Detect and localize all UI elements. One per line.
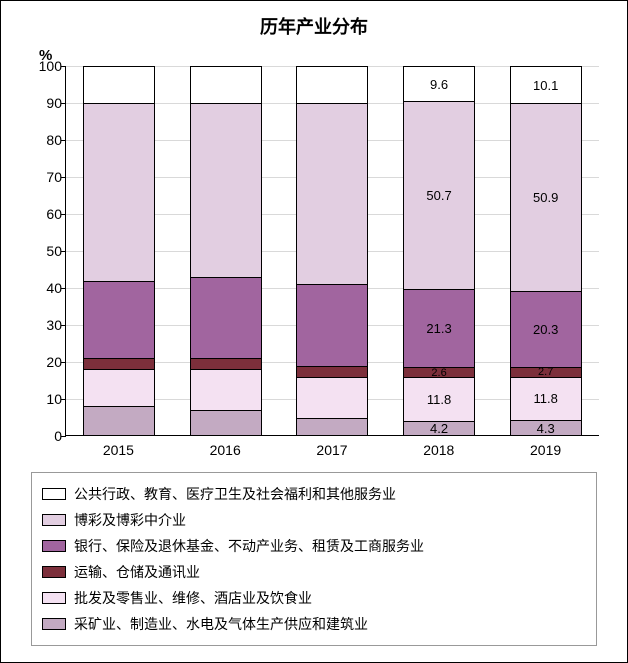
x-tick-label: 2018 xyxy=(403,442,475,458)
seg-transport xyxy=(83,358,155,369)
legend-swatch xyxy=(42,618,66,630)
seg-mining: 4.2 xyxy=(403,421,475,437)
y-tick-label: 0 xyxy=(32,428,62,444)
seg-transport: 2.7 xyxy=(510,367,582,377)
seg-public xyxy=(296,66,368,103)
legend-swatch xyxy=(42,514,66,526)
seg-mining xyxy=(83,406,155,436)
seg-wholesale xyxy=(296,377,368,418)
bar-2015 xyxy=(83,66,155,436)
seg-gaming xyxy=(190,103,262,277)
y-tick-label: 50 xyxy=(32,243,62,259)
legend-label: 批发及零售业、维修、酒店业及饮食业 xyxy=(74,588,312,608)
bar-2018: 4.211.82.621.350.79.6 xyxy=(403,66,475,436)
seg-wholesale xyxy=(190,369,262,410)
y-tick-label: 100 xyxy=(32,58,62,74)
y-tick-label: 20 xyxy=(32,354,62,370)
seg-mining: 4.3 xyxy=(510,420,582,436)
legend-item-public: 公共行政、教育、医疗卫生及社会福利和其他服务业 xyxy=(42,481,586,507)
legend-label: 博彩及博彩中介业 xyxy=(74,510,186,530)
seg-wholesale xyxy=(83,369,155,406)
seg-public: 10.1 xyxy=(510,66,582,103)
legend-label: 采矿业、制造业、水电及气体生产供应和建筑业 xyxy=(74,614,368,634)
legend: 公共行政、教育、医疗卫生及社会福利和其他服务业博彩及博彩中介业银行、保险及退休基… xyxy=(31,472,597,646)
seg-finance xyxy=(190,277,262,358)
seg-gaming: 50.9 xyxy=(510,103,582,291)
bar-2017 xyxy=(296,66,368,436)
seg-mining xyxy=(190,410,262,436)
seg-public: 9.6 xyxy=(403,66,475,101)
y-tick-label: 40 xyxy=(32,280,62,296)
y-tick-label: 90 xyxy=(32,95,62,111)
chart-container: 历年产业分布 % 01020304050607080901004.211.82.… xyxy=(0,0,628,663)
y-axis-label: % xyxy=(39,47,609,64)
seg-public xyxy=(190,66,262,103)
seg-wholesale: 11.8 xyxy=(403,377,475,421)
y-tick-label: 80 xyxy=(32,132,62,148)
seg-gaming: 50.7 xyxy=(403,101,475,288)
seg-finance: 21.3 xyxy=(403,289,475,368)
legend-item-gaming: 博彩及博彩中介业 xyxy=(42,507,586,533)
seg-wholesale: 11.8 xyxy=(510,377,582,421)
y-tick-label: 30 xyxy=(32,317,62,333)
bar-2019: 4.311.82.720.350.910.1 xyxy=(510,66,582,436)
seg-transport xyxy=(190,358,262,369)
x-tick-label: 2015 xyxy=(82,442,154,458)
seg-finance: 20.3 xyxy=(510,291,582,366)
seg-gaming xyxy=(296,103,368,284)
seg-public xyxy=(83,66,155,103)
y-tick-label: 70 xyxy=(32,169,62,185)
seg-gaming xyxy=(83,103,155,281)
x-tick-label: 2017 xyxy=(296,442,368,458)
x-tick-label: 2016 xyxy=(189,442,261,458)
x-tick-label: 2019 xyxy=(510,442,582,458)
legend-swatch xyxy=(42,566,66,578)
y-tick-label: 10 xyxy=(32,391,62,407)
y-tick-label: 60 xyxy=(32,206,62,222)
legend-item-wholesale: 批发及零售业、维修、酒店业及饮食业 xyxy=(42,585,586,611)
legend-item-transport: 运输、仓储及通讯业 xyxy=(42,559,586,585)
legend-swatch xyxy=(42,540,66,552)
seg-transport: 2.6 xyxy=(403,367,475,377)
legend-swatch xyxy=(42,488,66,500)
chart-title: 历年产业分布 xyxy=(19,13,609,39)
seg-finance xyxy=(296,284,368,365)
legend-label: 公共行政、教育、医疗卫生及社会福利和其他服务业 xyxy=(74,484,396,504)
x-axis: 2015 2016 2017 2018 2019 xyxy=(65,436,599,458)
legend-label: 运输、仓储及通讯业 xyxy=(74,562,200,582)
legend-item-mining: 采矿业、制造业、水电及气体生产供应和建筑业 xyxy=(42,611,586,637)
legend-swatch xyxy=(42,592,66,604)
bars-group: 4.211.82.621.350.79.64.311.82.720.350.91… xyxy=(66,66,599,436)
legend-label: 银行、保险及退休基金、不动产业务、租赁及工商服务业 xyxy=(74,536,424,556)
seg-finance xyxy=(83,281,155,359)
legend-item-finance: 银行、保险及退休基金、不动产业务、租赁及工商服务业 xyxy=(42,533,586,559)
bar-2016 xyxy=(190,66,262,436)
seg-transport xyxy=(296,366,368,377)
seg-mining xyxy=(296,418,368,437)
plot-area: 01020304050607080901004.211.82.621.350.7… xyxy=(65,66,599,436)
